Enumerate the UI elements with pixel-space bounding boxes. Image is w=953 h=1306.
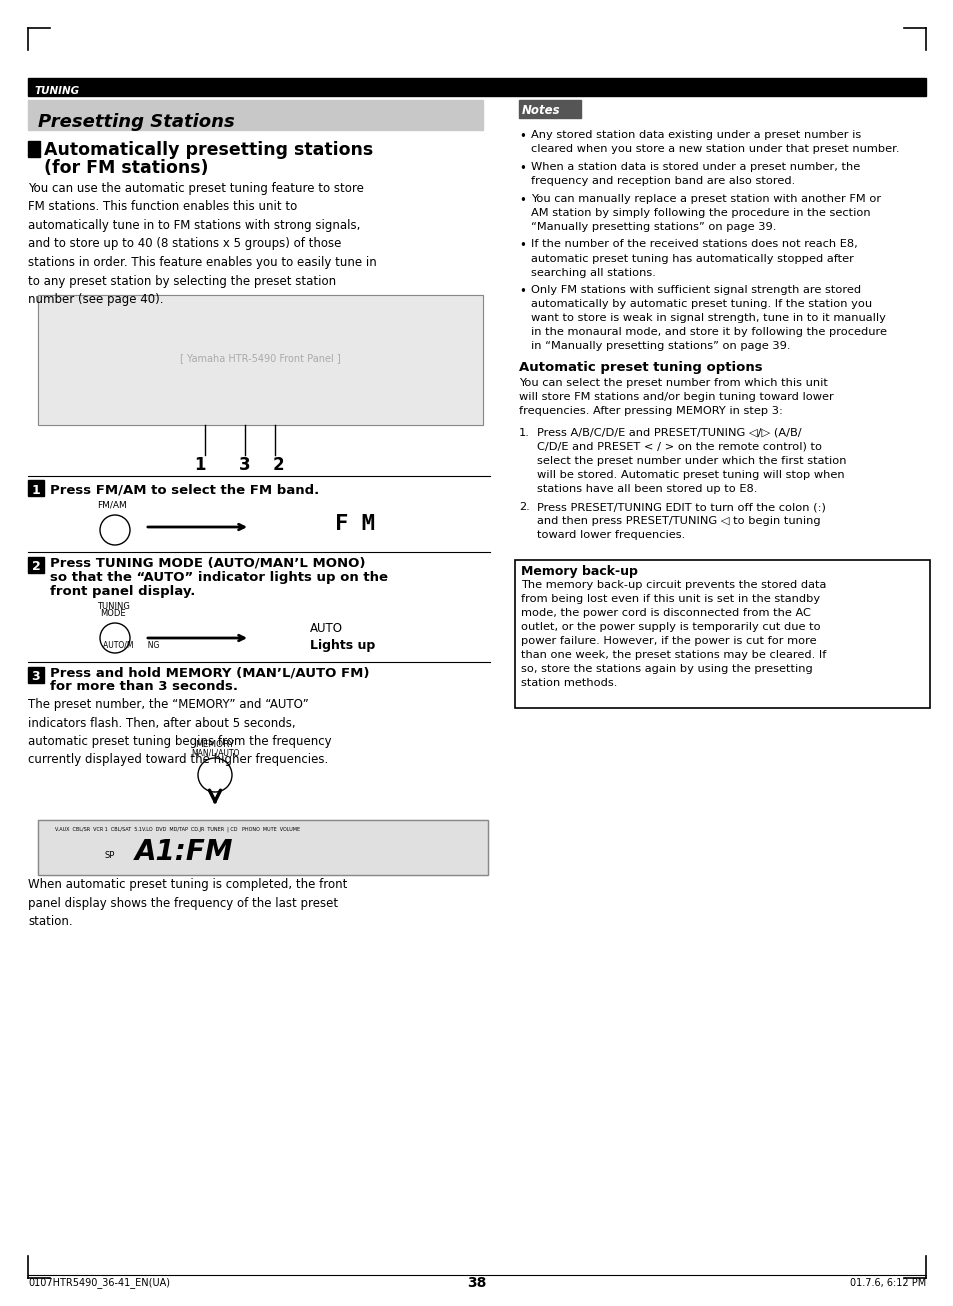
Text: AUTO: AUTO bbox=[310, 622, 343, 635]
Bar bbox=[28, 667, 44, 683]
Text: [ Yamaha HTR-5490 Front Panel ]: [ Yamaha HTR-5490 Front Panel ] bbox=[179, 353, 340, 363]
Text: Press PRESET/TUNING EDIT to turn off the colon (:)
and then press PRESET/TUNING : Press PRESET/TUNING EDIT to turn off the… bbox=[537, 503, 825, 541]
Bar bbox=[38, 295, 482, 424]
Text: Notes: Notes bbox=[521, 103, 560, 116]
Text: MAN/L/AUTO: MAN/L/AUTO bbox=[191, 750, 239, 757]
Text: TUNING: TUNING bbox=[35, 86, 80, 97]
Text: MEMORY: MEMORY bbox=[195, 741, 234, 750]
Text: 2: 2 bbox=[31, 560, 40, 573]
Text: 2: 2 bbox=[272, 456, 283, 474]
Bar bbox=[515, 559, 929, 708]
Text: The preset number, the “MEMORY” and “AUTO”
indicators flash. Then, after about 5: The preset number, the “MEMORY” and “AUT… bbox=[28, 697, 332, 767]
Text: front panel display.: front panel display. bbox=[50, 585, 195, 598]
Text: (for FM stations): (for FM stations) bbox=[44, 159, 209, 178]
Bar bbox=[38, 295, 482, 424]
Text: 3: 3 bbox=[31, 670, 40, 683]
Text: 2.: 2. bbox=[518, 503, 529, 512]
Text: 1: 1 bbox=[194, 456, 206, 474]
Text: TUNING: TUNING bbox=[96, 602, 130, 611]
Text: You can select the preset number from which this unit
will store FM stations and: You can select the preset number from wh… bbox=[518, 377, 833, 415]
Text: V.AUX  CBL/SR  VCR 1  CBL/SAT  5.1V.LO  DVD  MD/TAP  CD.JR  TUNER  | CD   PHONO : V.AUX CBL/SR VCR 1 CBL/SAT 5.1V.LO DVD M… bbox=[55, 825, 300, 832]
Text: Any stored station data existing under a preset number is
cleared when you store: Any stored station data existing under a… bbox=[531, 131, 899, 154]
Text: Memory back-up: Memory back-up bbox=[520, 565, 638, 579]
Text: •: • bbox=[518, 195, 525, 206]
Text: •: • bbox=[518, 285, 525, 298]
Text: so that the “AUTO” indicator lights up on the: so that the “AUTO” indicator lights up o… bbox=[50, 571, 388, 584]
Bar bbox=[28, 481, 44, 496]
Text: 0107HTR5490_36-41_EN(UA): 0107HTR5490_36-41_EN(UA) bbox=[28, 1277, 170, 1289]
Text: •: • bbox=[518, 239, 525, 252]
Text: If the number of the received stations does not reach E8,
automatic preset tunin: If the number of the received stations d… bbox=[531, 239, 857, 277]
Text: Automatically presetting stations: Automatically presetting stations bbox=[44, 141, 373, 159]
Bar bbox=[28, 556, 44, 573]
Text: 3: 3 bbox=[239, 456, 251, 474]
Text: 1.: 1. bbox=[518, 427, 529, 438]
Text: 38: 38 bbox=[467, 1276, 486, 1290]
Text: Automatic preset tuning options: Automatic preset tuning options bbox=[518, 362, 761, 375]
Bar bbox=[518, 101, 580, 118]
Text: MODE: MODE bbox=[100, 609, 126, 618]
Text: Press FM/AM to select the FM band.: Press FM/AM to select the FM band. bbox=[50, 483, 319, 496]
Text: 1: 1 bbox=[31, 483, 40, 496]
Text: Lights up: Lights up bbox=[310, 639, 375, 652]
Text: When a station data is stored under a preset number, the
frequency and reception: When a station data is stored under a pr… bbox=[531, 162, 860, 185]
Text: AUTO/M      NG: AUTO/M NG bbox=[103, 641, 159, 650]
Bar bbox=[38, 820, 488, 875]
Bar bbox=[38, 820, 488, 875]
Text: Press A/B/C/D/E and PRESET/TUNING ◁/▷ (A/B/
C/D/E and PRESET < / > on the remote: Press A/B/C/D/E and PRESET/TUNING ◁/▷ (A… bbox=[537, 427, 845, 494]
Bar bbox=[28, 101, 482, 131]
Text: A1:FM: A1:FM bbox=[135, 838, 233, 866]
Text: •: • bbox=[518, 131, 525, 142]
Text: Only FM stations with sufficient signal strength are stored
automatically by aut: Only FM stations with sufficient signal … bbox=[531, 285, 886, 351]
Text: F M: F M bbox=[335, 515, 375, 534]
Text: You can use the automatic preset tuning feature to store
FM stations. This funct: You can use the automatic preset tuning … bbox=[28, 182, 376, 306]
Text: Presetting Stations: Presetting Stations bbox=[38, 114, 234, 131]
Text: for more than 3 seconds.: for more than 3 seconds. bbox=[50, 680, 237, 693]
Bar bbox=[28, 141, 40, 157]
Text: The memory back-up circuit prevents the stored data
from being lost even if this: The memory back-up circuit prevents the … bbox=[520, 580, 825, 687]
Text: SP: SP bbox=[105, 852, 115, 861]
Bar bbox=[28, 78, 925, 97]
Text: Press and hold MEMORY (MAN’L/AUTO FM): Press and hold MEMORY (MAN’L/AUTO FM) bbox=[50, 666, 369, 679]
Text: Press TUNING MODE (AUTO/MAN’L MONO): Press TUNING MODE (AUTO/MAN’L MONO) bbox=[50, 556, 365, 569]
Text: You can manually replace a preset station with another FM or
AM station by simpl: You can manually replace a preset statio… bbox=[531, 195, 881, 232]
Text: FM/AM: FM/AM bbox=[97, 502, 127, 511]
Text: 01.7.6, 6:12 PM: 01.7.6, 6:12 PM bbox=[849, 1279, 925, 1288]
Text: •: • bbox=[518, 162, 525, 175]
Text: When automatic preset tuning is completed, the front
panel display shows the fre: When automatic preset tuning is complete… bbox=[28, 878, 347, 929]
